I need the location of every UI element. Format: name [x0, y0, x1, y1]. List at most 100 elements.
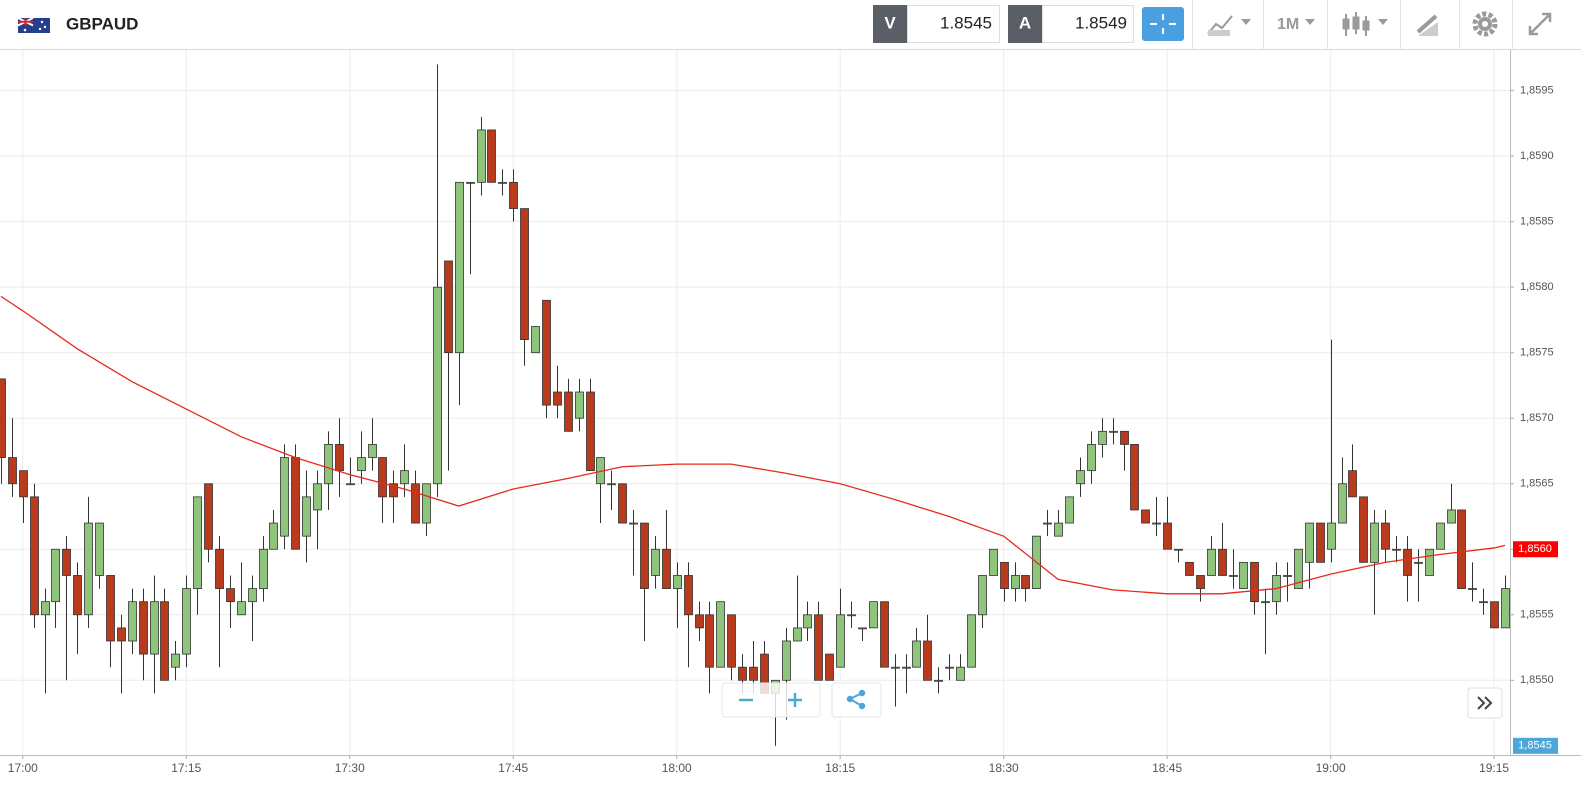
candle-body: [1294, 548, 1303, 589]
y-tick-label: 1,8585: [1520, 216, 1554, 228]
candle-body: [1414, 561, 1423, 564]
y-tick-label: 1,8565: [1520, 478, 1554, 490]
candle-body: [1250, 561, 1259, 603]
candle-body: [749, 666, 758, 681]
candle-body: [204, 483, 213, 550]
candle-body: [575, 391, 584, 419]
candle-body: [269, 522, 278, 550]
candle-body: [989, 548, 998, 576]
candle-body: [226, 588, 235, 603]
y-tick-label: 1,8555: [1520, 609, 1554, 621]
candle-body: [705, 614, 714, 668]
x-tick-label: 18:15: [825, 761, 855, 775]
candle-body: [1457, 509, 1466, 589]
candle-body: [357, 457, 366, 472]
candle-body: [793, 627, 802, 642]
ask-box[interactable]: [1042, 5, 1134, 43]
candle-body: [727, 614, 736, 668]
price-badge-label: 1,8560: [1518, 543, 1552, 555]
candle-body: [1261, 601, 1270, 604]
candle-body: [847, 614, 856, 617]
fullscreen-button[interactable]: [1528, 12, 1552, 36]
candle-body: [466, 181, 475, 184]
y-tick-label: 1,8550: [1520, 674, 1554, 686]
candle-body: [150, 601, 159, 655]
draw-button[interactable]: [1416, 14, 1438, 36]
bid-box[interactable]: [907, 5, 1000, 43]
candle-body: [1501, 588, 1510, 629]
candle-body: [1109, 430, 1118, 433]
plot-area: 1,8550 1,8555 1,8560 1,8565 1,8570 1,8575 1,85…: [0, 50, 1581, 775]
crosshair-button[interactable]: [1142, 7, 1184, 41]
bid-price: 1.8545: [940, 13, 992, 32]
ask-price: 1.8549: [1075, 13, 1127, 32]
candle-body: [117, 627, 126, 642]
candle-body: [880, 601, 889, 668]
candle-body: [1163, 522, 1172, 550]
candle-body: [455, 181, 464, 354]
candle-body: [695, 614, 704, 629]
candle-body: [41, 601, 50, 616]
candle-body: [1327, 522, 1336, 550]
candle-body: [803, 614, 812, 629]
candle-body: [1283, 575, 1292, 577]
y-tick-label: 1,8575: [1520, 347, 1554, 359]
candle-body: [858, 627, 867, 630]
candle-body: [1076, 470, 1085, 485]
candle-body: [531, 326, 540, 354]
candle-body: [193, 496, 202, 589]
candle-body: [160, 601, 169, 681]
header-bar: [0, 0, 1581, 49]
zoom-in-button[interactable]: [788, 693, 802, 707]
candle-body: [302, 496, 311, 537]
candle-body: [1207, 548, 1216, 576]
symbol: GBPAUD: [66, 14, 138, 33]
y-tick-label: 1,8590: [1520, 150, 1554, 162]
candle-body: [1436, 522, 1445, 550]
candle-body: [95, 522, 104, 576]
timeframe[interactable]: 1M: [1277, 16, 1299, 33]
candle-body: [1468, 588, 1477, 590]
bid-label: V: [884, 13, 896, 32]
zoom-box: [721, 682, 821, 718]
candle-body: [945, 666, 954, 669]
candle-body: [1130, 444, 1139, 511]
candle-body: [814, 614, 823, 681]
candle-body: [0, 378, 6, 458]
candle-body: [716, 601, 725, 668]
candle-body: [1381, 522, 1390, 550]
candle-body: [51, 548, 60, 603]
candle-body: [139, 601, 148, 655]
candle-body: [542, 299, 551, 406]
candle-body: [422, 483, 431, 524]
candle-body: [869, 601, 878, 629]
candle-body: [1447, 509, 1456, 524]
candle-body: [1185, 561, 1194, 576]
candle-body: [1425, 548, 1434, 576]
indicator-button[interactable]: [1342, 12, 1388, 36]
chart-type-button[interactable]: [1207, 15, 1251, 36]
candle-body: [1316, 522, 1325, 563]
candle-body: [553, 391, 562, 406]
settings-button[interactable]: [1472, 11, 1498, 37]
candle-body: [586, 391, 595, 472]
x-tick-label: 17:30: [335, 761, 365, 775]
x-tick-label: 17:15: [171, 761, 201, 775]
candle-body: [640, 522, 649, 589]
x-tick-label: 18:30: [989, 761, 1019, 775]
candle-body: [1120, 430, 1129, 445]
candle-body: [1403, 548, 1412, 576]
timeframe-dropdown[interactable]: [1305, 19, 1315, 25]
scroll-end-button[interactable]: [1467, 687, 1503, 719]
candle-body: [378, 457, 387, 498]
ask-label: A: [1019, 13, 1031, 32]
candle-body: [171, 653, 180, 668]
candle-body: [400, 470, 409, 485]
candle-body: [1043, 522, 1052, 525]
candle-body: [1229, 575, 1238, 577]
candle-body: [934, 679, 943, 682]
candle-body: [313, 483, 322, 511]
x-tick-label: 18:45: [1152, 761, 1182, 775]
candle-body: [1359, 496, 1368, 563]
